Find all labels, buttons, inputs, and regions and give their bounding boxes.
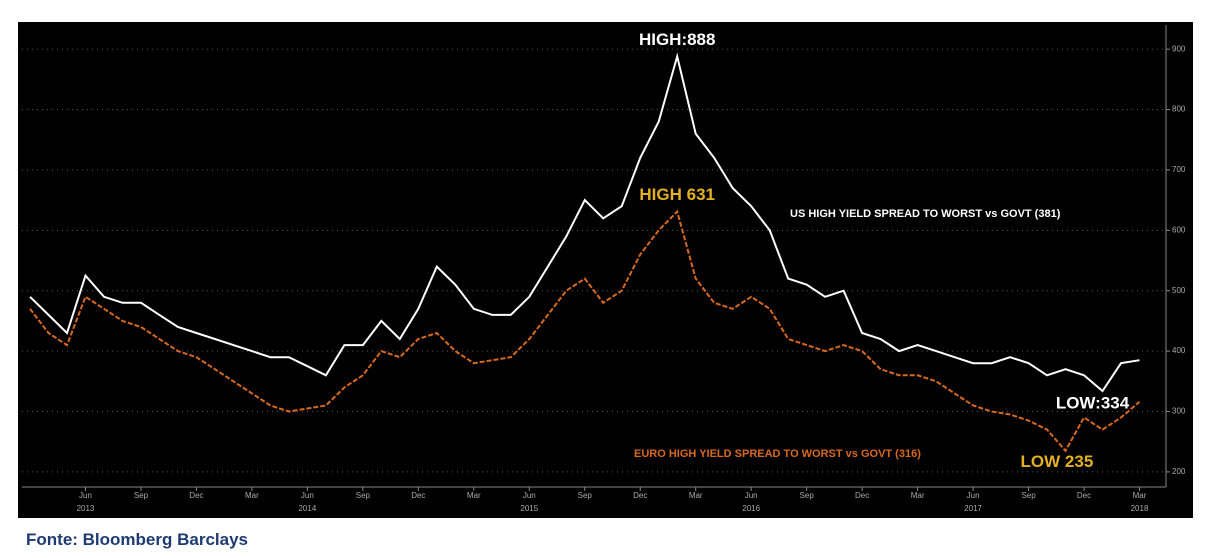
series-line (29, 52, 1140, 393)
x-tick-label: Dec (411, 491, 425, 500)
x-tick-label: Dec (189, 491, 203, 500)
chart-background (18, 22, 1193, 518)
y-tick-label: 700 (1172, 165, 1186, 174)
chart: 200 300 400 500 600 700 800 900 Jun Sep Dec Mar Jun S… (18, 22, 1193, 518)
x-tick-label: Jun (79, 491, 92, 500)
x-tick-label: Mar (689, 491, 703, 500)
x-tick-label: Sep (356, 491, 371, 500)
x-tick-label: Dec (1077, 491, 1091, 500)
x-year-label: 2013 (77, 504, 95, 513)
x-tick-label: Dec (855, 491, 869, 500)
x-tick-label: Sep (1021, 491, 1036, 500)
annotation: LOW 235 (1021, 452, 1094, 471)
x-tick-label: Jun (523, 491, 536, 500)
x-tick-label: Sep (800, 491, 815, 500)
x-tick-label: Mar (1133, 491, 1147, 500)
x-tick-label: Jun (967, 491, 980, 500)
x-tick-label: Jun (301, 491, 314, 500)
annotation: HIGH 631 (639, 185, 715, 204)
series-line (29, 209, 1141, 453)
y-tick-label: 200 (1172, 467, 1186, 476)
y-tick-label: 400 (1172, 346, 1186, 355)
x-year-label: 2017 (964, 504, 982, 513)
source: Fonte: Bloomberg Barclays (26, 530, 248, 549)
x-year-label: 2018 (1131, 504, 1149, 513)
x-year-label: 2014 (298, 504, 316, 513)
x-tick-label: Jun (745, 491, 758, 500)
y-tick-label: 300 (1172, 407, 1186, 416)
series-label: EURO HIGH YIELD SPREAD TO WORST vs GOVT … (634, 448, 921, 460)
x-year-label: 2016 (742, 504, 760, 513)
y-tick-label: 600 (1172, 225, 1186, 234)
annotation: HIGH:888 (639, 30, 716, 49)
x-tick-label: Mar (911, 491, 925, 500)
x-tick-label: Sep (134, 491, 149, 500)
x-year-label: 2015 (520, 504, 538, 513)
x-tick-label: Sep (578, 491, 593, 500)
annotation: LOW:334 (1056, 393, 1130, 412)
y-tick-label: 800 (1172, 105, 1186, 114)
x-tick-label: Mar (245, 491, 259, 500)
x-tick-label: Mar (467, 491, 481, 500)
x-tick-label: Dec (633, 491, 647, 500)
series-label: US HIGH YIELD SPREAD TO WORST vs GOVT (3… (790, 208, 1061, 220)
y-tick-label: 900 (1172, 44, 1186, 53)
y-tick-label: 500 (1172, 286, 1186, 295)
